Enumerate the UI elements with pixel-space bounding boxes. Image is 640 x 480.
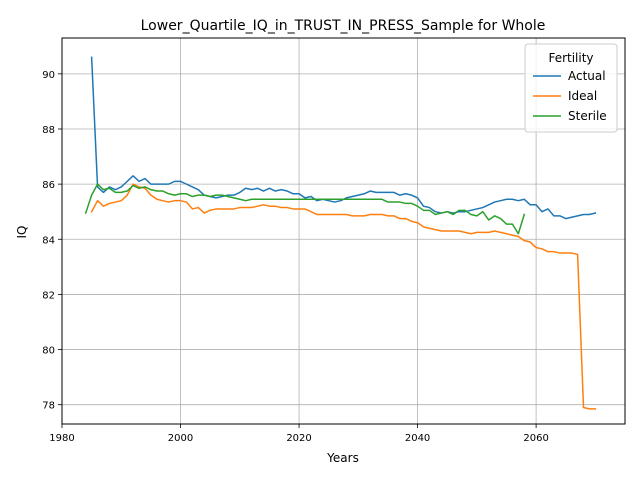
x-tick-label: 2060	[523, 433, 548, 444]
y-tick-label: 84	[42, 235, 55, 246]
legend: Fertility Actual Ideal Sterile	[524, 43, 618, 133]
y-tick-label: 86	[42, 180, 55, 191]
y-axis: 78 80 82 84 86 88 90	[42, 70, 62, 412]
legend-label-actual: Actual	[568, 69, 606, 83]
legend-entries: Actual Ideal Sterile	[533, 69, 607, 123]
x-axis: 1980 2000 2020 2040 2060	[49, 424, 549, 444]
legend-label-sterile: Sterile	[568, 109, 607, 123]
legend-label-ideal: Ideal	[568, 89, 597, 103]
legend-title: Fertility	[548, 51, 593, 65]
y-axis-label: IQ	[15, 226, 29, 239]
x-tick-label: 1980	[49, 433, 74, 444]
legend-box	[524, 43, 618, 133]
series-layer	[84, 56, 597, 410]
y-tick-label: 88	[42, 125, 55, 136]
y-tick-label: 80	[42, 346, 55, 357]
y-tick-label: 90	[42, 70, 55, 81]
series-line-sterile	[84, 183, 526, 235]
y-tick-label: 78	[42, 401, 55, 412]
series-line-ideal	[90, 183, 597, 410]
x-tick-label: 2040	[405, 433, 430, 444]
x-axis-label: Years	[326, 451, 359, 465]
x-tick-label: 2000	[168, 433, 193, 444]
y-tick-label: 82	[42, 290, 55, 301]
plot-frame	[61, 37, 626, 425]
x-tick-label: 2020	[286, 433, 311, 444]
chart-title: Lower_Quartile_IQ_in_TRUST_IN_PRESS_Samp…	[141, 18, 546, 34]
